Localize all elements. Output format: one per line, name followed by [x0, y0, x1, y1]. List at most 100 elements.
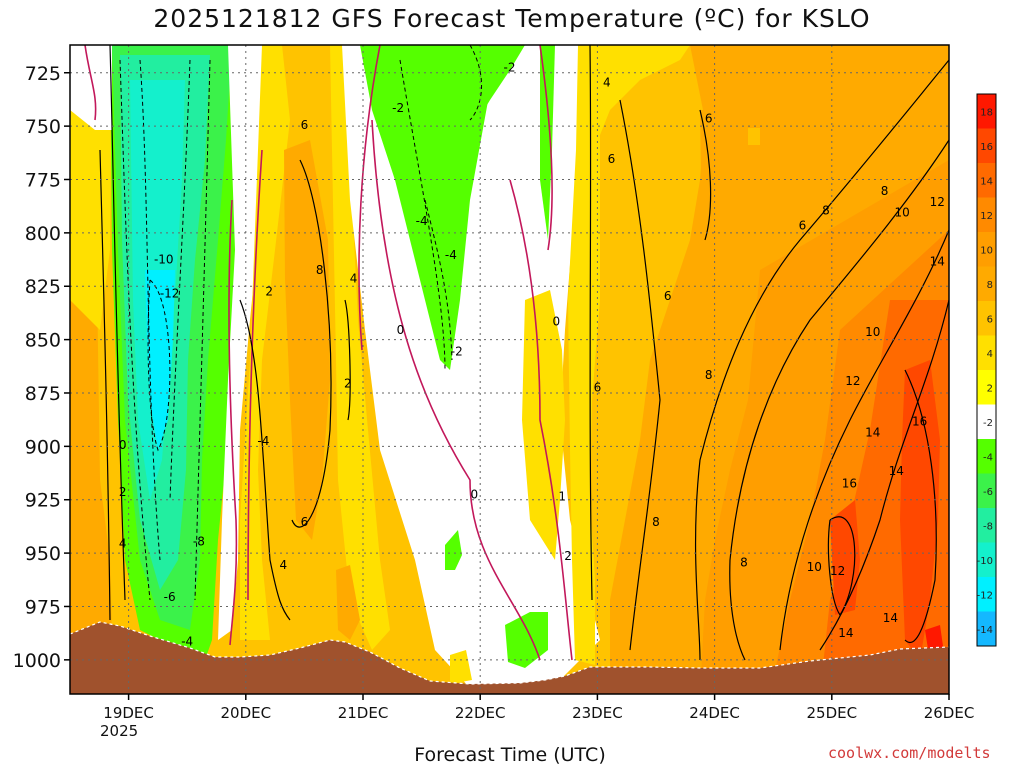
credit-link[interactable]: coolwx.com/modelts — [828, 744, 991, 762]
x-tick-label: 20DEC — [221, 704, 272, 722]
contour-labels: -2-2-4-4-2-10-12-8-6-40242-4684264000124… — [119, 60, 945, 648]
contour-label: 4 — [350, 272, 358, 286]
contour-label: 0 — [119, 438, 127, 452]
colorbar-swatch — [977, 94, 996, 129]
colorbar-label: -6 — [983, 487, 993, 498]
y-tick-label: 725 — [25, 63, 61, 85]
x-tick-label: 26DEC — [924, 704, 975, 722]
colorbar-label: 8 — [987, 280, 993, 291]
chart-title: 2025121812 GFS Forecast Temperature (ºC)… — [153, 4, 871, 33]
colorbar-label: -4 — [983, 452, 993, 463]
contour-label: 12 — [930, 195, 945, 209]
contour-label: 6 — [301, 515, 309, 529]
contour-label: 6 — [608, 152, 616, 166]
contour-label: 6 — [705, 112, 713, 126]
contour-label: 12 — [845, 374, 860, 388]
colorbar-swatch — [977, 163, 996, 198]
isotherm-contours — [99, 44, 950, 661]
y-tick-label: 950 — [25, 543, 61, 565]
contour-label: 14 — [883, 611, 898, 625]
colorbar-swatch — [977, 508, 996, 543]
contour-label: -6 — [164, 590, 176, 604]
y-axis: 725 750 775 800 825 850 875 900 925 950 975 1000 — [13, 63, 70, 672]
colorbar-label: 18 — [980, 107, 993, 118]
colorbar-label: 16 — [980, 142, 993, 153]
colorbar-label: -14 — [977, 625, 993, 636]
y-tick-label: 900 — [25, 436, 61, 458]
y-tick-label: 750 — [25, 116, 61, 138]
colorbar-label: -2 — [983, 418, 993, 429]
contour-label: 6 — [301, 118, 309, 132]
colorbar-swatch — [977, 301, 996, 336]
x-tick-label: 23DEC — [572, 704, 623, 722]
colorbar-swatch — [977, 197, 996, 233]
colorbar-label: 10 — [980, 245, 993, 256]
y-tick-label: 775 — [25, 169, 61, 191]
contour-label: 10 — [865, 325, 880, 339]
contour-label: 8 — [652, 515, 660, 529]
contour-label: 14 — [865, 425, 880, 439]
colorbar-label: 14 — [980, 176, 993, 187]
colorbar-label: -8 — [983, 521, 993, 532]
contour-label: 0 — [397, 323, 405, 337]
contour-label: -4 — [416, 214, 428, 228]
plot-frame — [69, 44, 950, 695]
contour-label: -2 — [504, 60, 516, 74]
colorbar-label: 6 — [987, 314, 993, 325]
contour-label: -2 — [451, 344, 463, 358]
contour-label: 2 — [119, 485, 127, 499]
terrain — [70, 622, 949, 694]
contour-label: 8 — [740, 556, 748, 570]
colorbar-label: 4 — [987, 349, 993, 360]
contour-label: 8 — [822, 203, 830, 217]
y-tick-label: 875 — [25, 383, 61, 405]
colorbar-swatch — [977, 577, 996, 612]
contour-label: 0 — [553, 314, 561, 328]
colorbar-swatch — [977, 232, 996, 267]
x-tick-label: 22DEC — [455, 704, 506, 722]
contour-label: 6 — [594, 381, 602, 395]
x-tick-label: 25DEC — [807, 704, 858, 722]
contour-label: -12 — [160, 287, 180, 301]
colorbar: 18 16 14 12 10 8 6 4 2 -2 -4 -6 -8 -10 -12 -14 — [976, 93, 997, 647]
y-tick-label: 975 — [25, 596, 61, 618]
contour-label: 4 — [279, 558, 287, 572]
contour-label: 10 — [894, 206, 909, 220]
contour-label: -4 — [181, 635, 193, 649]
contour-label: 16 — [842, 477, 857, 491]
contour-label: 1 — [558, 489, 566, 503]
gridlines — [70, 45, 949, 694]
y-tick-label: 850 — [25, 330, 61, 352]
contour-label: 12 — [830, 564, 845, 578]
colorbar-swatch — [977, 266, 996, 302]
colorbar-swatch — [977, 128, 996, 164]
contour-label: -8 — [193, 534, 205, 548]
temperature-field — [70, 45, 949, 694]
contour-label: 16 — [912, 415, 927, 429]
colorbar-swatch — [977, 439, 996, 474]
contour-label: 4 — [603, 75, 611, 89]
contour-label: 8 — [881, 184, 889, 198]
contour-label: 0 — [471, 487, 479, 501]
y-tick-label: 1000 — [13, 650, 61, 672]
y-tick-label: 800 — [25, 223, 61, 245]
x-tick-label: 24DEC — [689, 704, 740, 722]
colorbar-swatch — [977, 473, 996, 509]
x-tick-label: 19DEC — [103, 704, 154, 722]
contour-label: 2 — [564, 549, 572, 563]
contour-label: 10 — [807, 560, 822, 574]
contour-label: -2 — [392, 101, 404, 115]
y-tick-label: 925 — [25, 490, 61, 512]
contour-label: 6 — [799, 218, 807, 232]
contour-label: 8 — [316, 263, 324, 277]
negative-isotherms — [119, 44, 483, 601]
colorbar-swatch — [977, 335, 996, 371]
x-axis: 19DEC 20DEC 21DEC 22DEC 23DEC 24DEC 25DEC 26DEC — [103, 694, 974, 722]
contour-label: 2 — [344, 376, 352, 390]
zero-degree-contours — [84, 44, 573, 661]
colorbar-label: 2 — [987, 383, 993, 394]
colorbar-label: 12 — [980, 211, 993, 222]
colorbar-swatch — [977, 404, 996, 440]
contour-label: 8 — [705, 368, 713, 382]
